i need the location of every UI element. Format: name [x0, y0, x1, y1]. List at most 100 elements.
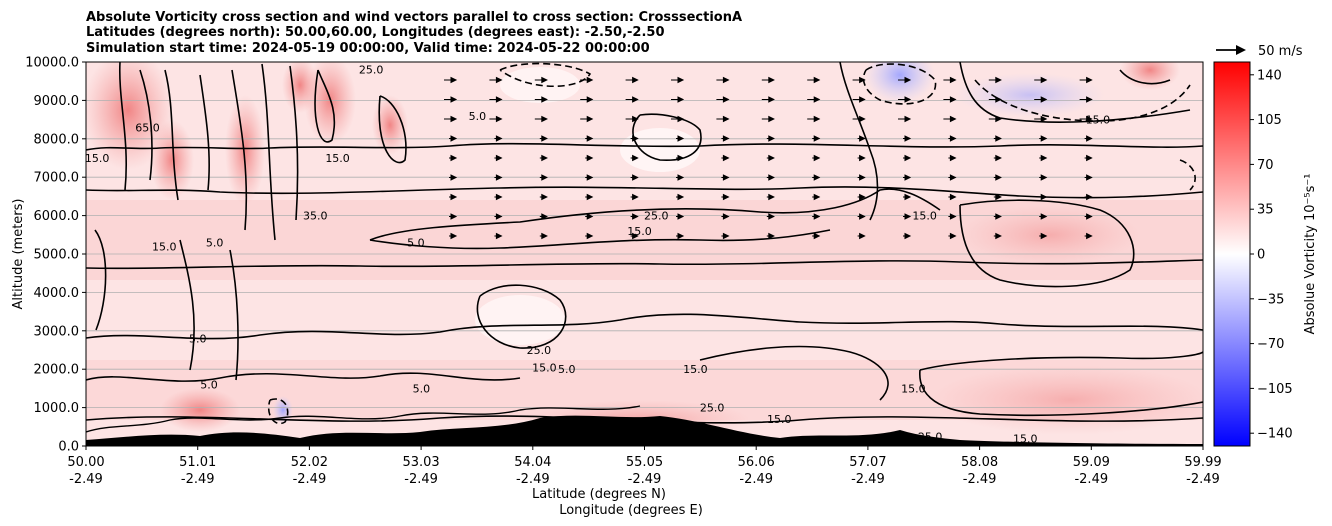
wind-vector-arrow — [761, 96, 775, 103]
wind-vector-arrow — [534, 76, 548, 84]
wind-vector-arrow — [943, 76, 957, 84]
contour-label: 35.0 — [303, 210, 328, 223]
wind-vector-arrow — [857, 213, 866, 220]
wind-vector-arrow — [494, 135, 503, 142]
wind-vector-arrow — [1084, 232, 1093, 240]
y-tick-label: 1000.0 — [34, 401, 80, 416]
field-patch-blue — [955, 73, 1105, 117]
wind-vector-arrow — [721, 213, 730, 220]
wind-vector-arrow — [766, 154, 775, 162]
contour-label: 15.0 — [1086, 114, 1111, 127]
contour-line — [839, 62, 879, 221]
contour-line — [378, 95, 407, 164]
wind-vector-arrow — [630, 193, 639, 201]
wind-vector-arrow — [539, 154, 548, 162]
contour-label: 15.0 — [912, 210, 937, 223]
wind-vector-arrow — [721, 193, 730, 201]
contour-line — [164, 69, 179, 201]
wind-vector-arrow — [580, 96, 594, 103]
wind-vector-arrow — [812, 232, 821, 240]
wind-vector-arrow — [630, 213, 639, 220]
wind-vector-arrow — [993, 154, 1002, 162]
wind-vector-arrow — [807, 76, 821, 84]
x-tick-label-lon: -2.49 — [851, 472, 885, 487]
wind-vector-arrow — [449, 213, 458, 220]
wind-vector-arrow — [444, 115, 458, 123]
wind-vector-arrow — [494, 193, 503, 201]
wind-vector-arrow — [539, 135, 548, 142]
wind-vector-arrow — [807, 115, 821, 123]
x-tick-label-lat: 59.99 — [1184, 455, 1221, 470]
wind-vector-arrow — [489, 76, 503, 84]
colorbar-label: Absolue Vorticity 10⁻⁵s⁻¹ — [1303, 174, 1318, 335]
y-axis-label: Altitude (meters) — [11, 199, 26, 310]
title-line-2: Latitudes (degrees north): 50.00,60.00, … — [86, 25, 665, 40]
contour-line — [919, 369, 1203, 417]
wind-vector-arrow — [585, 193, 594, 201]
wind-vector-arrow — [494, 232, 503, 240]
wind-vector-arrow — [1084, 213, 1093, 220]
x-tick-label-lon: -2.49 — [293, 472, 327, 487]
colorbar — [1213, 61, 1251, 447]
x-tick-label-lat: 57.07 — [849, 455, 886, 470]
title-line-1: Absolute Vorticity cross section and win… — [86, 10, 742, 25]
colorbar-tick-label: −35 — [1257, 292, 1284, 307]
wind-vector-arrow — [585, 174, 594, 181]
wind-vector-arrow — [852, 96, 866, 103]
wind-vector-arrow — [857, 174, 866, 181]
wind-vector-arrow — [943, 96, 957, 103]
x-tick-label-lon: -2.49 — [963, 472, 997, 487]
title-line-3: Simulation start time: 2024-05-19 00:00:… — [86, 41, 650, 56]
wind-vector-arrow — [857, 193, 866, 201]
wind-vector-arrow — [903, 174, 912, 181]
quiver-key: 50 m/s — [1216, 44, 1303, 59]
wind-vector-arrow — [812, 213, 821, 220]
y-tick-label: 3000.0 — [34, 324, 80, 339]
contour-line — [959, 62, 1191, 123]
wind-vector-arrow — [1084, 174, 1093, 181]
contour-line — [919, 351, 1203, 371]
contour-label: 15.0 — [325, 152, 350, 165]
contour-label: 5.0 — [200, 379, 218, 392]
x-tick-label-lat: 53.03 — [402, 455, 439, 470]
wind-vector-arrow — [852, 115, 866, 123]
contour-line-dashed — [974, 79, 1191, 122]
x-tick-label-lat: 58.08 — [961, 455, 998, 470]
surface-contour-band — [86, 405, 1203, 446]
quiver-key-arrow-head — [1236, 45, 1246, 55]
x-tick-label-lon: -2.49 — [739, 472, 773, 487]
wind-vector-arrow — [1039, 232, 1048, 240]
contour-line — [229, 249, 239, 381]
wind-vector-arrow — [676, 174, 685, 181]
field-patch-red — [930, 365, 1203, 435]
y-tick-label: 9000.0 — [34, 94, 80, 109]
y-tick-label: 2000.0 — [34, 363, 80, 378]
field-patch-red — [150, 120, 194, 200]
field-patch-red — [1120, 62, 1180, 90]
wind-vector-arrow — [585, 213, 594, 220]
contour-line — [139, 69, 153, 181]
wind-vector-arrow — [1034, 76, 1048, 84]
wind-vector-arrow — [444, 96, 458, 103]
x-tick-label-lat: 50.00 — [67, 455, 104, 470]
field-patch-white — [620, 128, 700, 172]
x-tick-label-lon: -2.49 — [1074, 472, 1108, 487]
contour-line — [289, 65, 299, 221]
wind-vector-arrow — [671, 96, 685, 103]
wind-vector-arrow — [903, 193, 912, 201]
wind-vector-arrow — [539, 193, 548, 201]
wind-vector-arrow — [993, 213, 1002, 220]
wind-vector-arrow — [676, 193, 685, 201]
wind-vector-arrow — [449, 174, 458, 181]
field-patch-red — [960, 205, 1140, 265]
contour-label: 15.0 — [1013, 432, 1038, 445]
contour-label: 15.0 — [767, 413, 792, 426]
wind-vector-arrow — [671, 76, 685, 84]
wind-vector-arrow — [676, 154, 685, 162]
wind-vector-arrow — [671, 115, 685, 123]
contour-label: 25.0 — [761, 436, 786, 449]
wind-vector-arrow — [585, 154, 594, 162]
y-axis: 0.0 1000.0 2000.0 3000.0 4000.0 5000.0 6000.0 7… — [25, 56, 86, 455]
wind-vector-arrow — [580, 115, 594, 123]
